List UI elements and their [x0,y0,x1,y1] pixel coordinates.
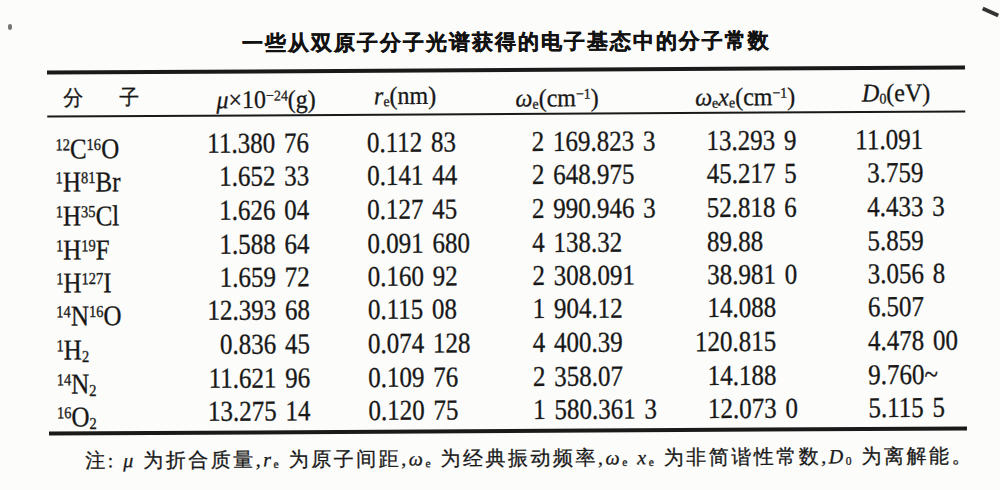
scan-content: 一些从双原子分子光谱获得的电子基态中的分子常数 分 子 μ×10−24(g) r… [0,0,1000,490]
omega-value: 1 580.361 3 [501,389,681,429]
scan-artifact-dot [8,24,12,30]
table-top-rule [47,65,965,74]
column-header-mu: μ×10−24(g) [201,78,331,115]
table-row: 16O2 13.275 14 0.120 75 1 580.361 3 12.0… [1,390,1000,430]
omega-x-value: 12.073 0 [681,389,836,429]
column-header-d0: D0(eV) [836,74,956,111]
column-header-re: re(nm) [345,77,465,114]
molecule-formula: 16O2 [57,392,201,432]
scanned-textbook-table: 一些从双原子分子光谱获得的电子基态中的分子常数 分 子 μ×10−24(g) r… [0,0,1000,490]
mu-value: 13.275 14 [201,391,331,431]
column-header-molecule: 分 子 [55,79,155,116]
table-header-row: 分 子 μ×10−24(g) re(nm) ωe(cm−1) ωexe(cm−1… [0,75,999,115]
table-footnote: 注: μ 为折合质量,re 为原子间距,ωe 为经典振动频率,ωe xe 为非简… [85,440,974,481]
column-header-omega-x: ωexe(cm−1) [685,75,805,112]
column-header-omega-e: ωe(cm−1) [497,76,617,113]
re-value: 0.120 75 [331,390,501,430]
d0-value: 5.115 5 [841,388,971,428]
table-title: 一些从双原子分子光谱获得的电子基态中的分子常数 [242,27,771,58]
